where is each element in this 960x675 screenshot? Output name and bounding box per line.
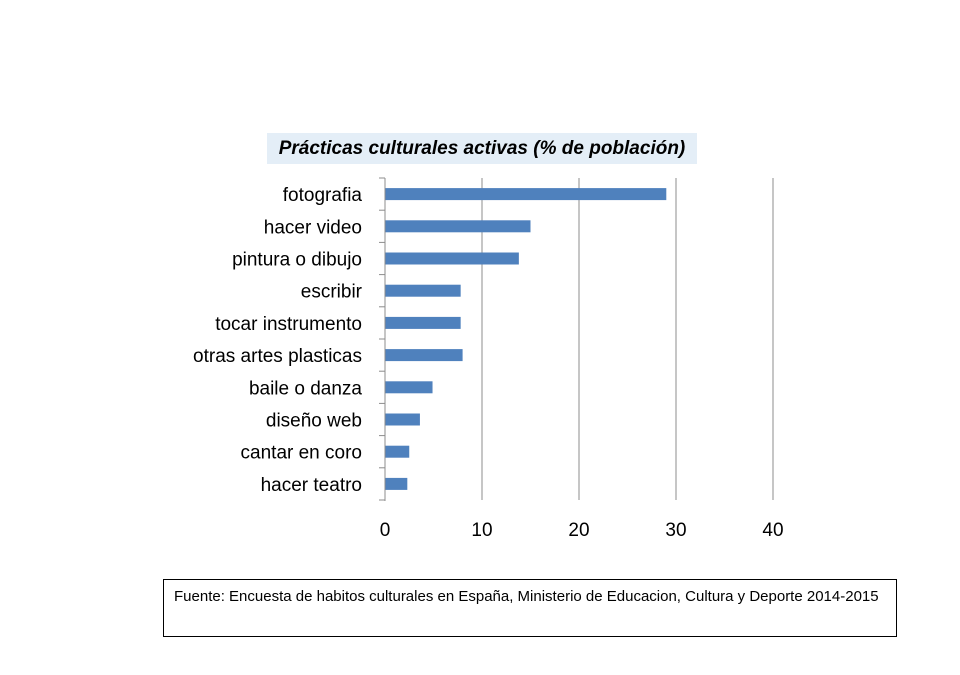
bars xyxy=(385,188,667,490)
x-tick-label: 0 xyxy=(380,520,391,541)
category-label: diseño web xyxy=(266,411,362,432)
bar xyxy=(385,220,531,233)
bar xyxy=(385,381,433,394)
category-label: pintura o dibujo xyxy=(232,250,362,271)
bar xyxy=(385,349,463,362)
bar xyxy=(385,252,519,265)
category-label: hacer teatro xyxy=(261,475,362,496)
bar xyxy=(385,284,461,297)
x-tick-label: 40 xyxy=(762,520,783,541)
category-labels: fotografia hacer video pintura o dibujo esc… xyxy=(193,185,363,496)
chart-title: Prácticas culturales activas (% de pobla… xyxy=(267,133,697,164)
category-label: baile o danza xyxy=(249,378,362,399)
category-label: tocar instrumento xyxy=(215,314,362,335)
x-tick-label: 10 xyxy=(471,520,492,541)
bar xyxy=(385,316,461,329)
bar xyxy=(385,413,420,426)
category-label: cantar en coro xyxy=(241,443,362,464)
bar xyxy=(385,188,667,201)
axes xyxy=(379,177,386,501)
category-label: fotografia xyxy=(283,185,363,206)
bar xyxy=(385,445,410,458)
category-label: escribir xyxy=(301,282,363,303)
source-note: Fuente: Encuesta de habitos culturales e… xyxy=(163,579,897,637)
bar xyxy=(385,477,408,490)
x-tick-label: 30 xyxy=(665,520,686,541)
x-tick-label: 20 xyxy=(568,520,589,541)
category-label: hacer video xyxy=(264,217,362,238)
x-tick-labels: 0 10 20 30 40 xyxy=(380,520,784,541)
category-label: otras artes plasticas xyxy=(193,346,362,367)
